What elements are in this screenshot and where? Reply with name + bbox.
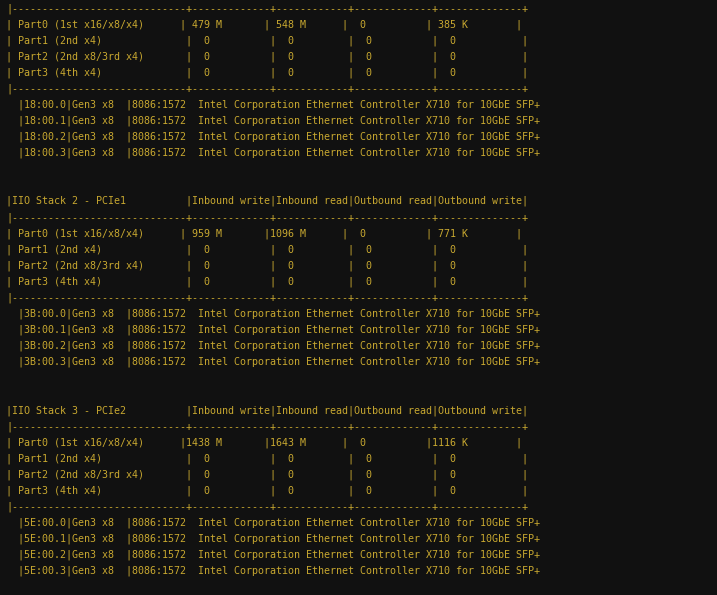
Text: |5E:00.0|Gen3 x8  |8086:1572  Intel Corporation Ethernet Controller X710 for 10G: |5E:00.0|Gen3 x8 |8086:1572 Intel Corpor…: [6, 518, 540, 528]
Text: | Part2 (2nd x8/3rd x4)       |  0          |  0         |  0          |  0     : | Part2 (2nd x8/3rd x4) | 0 | 0 | 0 | 0: [6, 469, 528, 480]
Text: | Part2 (2nd x8/3rd x4)       |  0          |  0         |  0          |  0     : | Part2 (2nd x8/3rd x4) | 0 | 0 | 0 | 0: [6, 51, 528, 62]
Text: | Part3 (4th x4)              |  0          |  0         |  0          |  0     : | Part3 (4th x4) | 0 | 0 | 0 | 0: [6, 277, 528, 287]
Text: |3B:00.1|Gen3 x8  |8086:1572  Intel Corporation Ethernet Controller X710 for 10G: |3B:00.1|Gen3 x8 |8086:1572 Intel Corpor…: [6, 325, 540, 335]
Text: |18:00.0|Gen3 x8  |8086:1572  Intel Corporation Ethernet Controller X710 for 10G: |18:00.0|Gen3 x8 |8086:1572 Intel Corpor…: [6, 99, 540, 110]
Text: | Part3 (4th x4)              |  0          |  0         |  0          |  0     : | Part3 (4th x4) | 0 | 0 | 0 | 0: [6, 486, 528, 496]
Text: | Part0 (1st x16/x8/x4)      | 959 M       |1096 M      |  0          | 771 K   : | Part0 (1st x16/x8/x4) | 959 M |1096 M …: [6, 228, 522, 239]
Text: |-----------------------------+-------------+------------+-------------+--------: |-----------------------------+---------…: [6, 3, 528, 14]
Text: |IIO Stack 3 - PCIe2          |Inbound write|Inbound read|Outbound read|Outbound: |IIO Stack 3 - PCIe2 |Inbound write|Inbo…: [6, 405, 528, 415]
Text: | Part2 (2nd x8/3rd x4)       |  0          |  0         |  0          |  0     : | Part2 (2nd x8/3rd x4) | 0 | 0 | 0 | 0: [6, 260, 528, 271]
Text: |IIO Stack 2 - PCIe1          |Inbound write|Inbound read|Outbound read|Outbound: |IIO Stack 2 - PCIe1 |Inbound write|Inbo…: [6, 196, 528, 206]
Text: |-----------------------------+-------------+------------+-------------+--------: |-----------------------------+---------…: [6, 421, 528, 431]
Text: |5E:00.1|Gen3 x8  |8086:1572  Intel Corporation Ethernet Controller X710 for 10G: |5E:00.1|Gen3 x8 |8086:1572 Intel Corpor…: [6, 534, 540, 544]
Text: |18:00.3|Gen3 x8  |8086:1572  Intel Corporation Ethernet Controller X710 for 10G: |18:00.3|Gen3 x8 |8086:1572 Intel Corpor…: [6, 148, 540, 158]
Text: | Part3 (4th x4)              |  0          |  0         |  0          |  0     : | Part3 (4th x4) | 0 | 0 | 0 | 0: [6, 67, 528, 78]
Text: |18:00.1|Gen3 x8  |8086:1572  Intel Corporation Ethernet Controller X710 for 10G: |18:00.1|Gen3 x8 |8086:1572 Intel Corpor…: [6, 115, 540, 126]
Text: | Part1 (2nd x4)              |  0          |  0         |  0          |  0     : | Part1 (2nd x4) | 0 | 0 | 0 | 0: [6, 35, 528, 46]
Text: | Part0 (1st x16/x8/x4)      |1438 M       |1643 M      |  0          |1116 K   : | Part0 (1st x16/x8/x4) |1438 M |1643 M …: [6, 437, 522, 447]
Text: |-----------------------------+-------------+------------+-------------+--------: |-----------------------------+---------…: [6, 83, 528, 94]
Text: |-----------------------------+-------------+------------+-------------+--------: |-----------------------------+---------…: [6, 212, 528, 223]
Text: |18:00.2|Gen3 x8  |8086:1572  Intel Corporation Ethernet Controller X710 for 10G: |18:00.2|Gen3 x8 |8086:1572 Intel Corpor…: [6, 131, 540, 142]
Text: |-----------------------------+-------------+------------+-------------+--------: |-----------------------------+---------…: [6, 293, 528, 303]
Text: |3B:00.3|Gen3 x8  |8086:1572  Intel Corporation Ethernet Controller X710 for 10G: |3B:00.3|Gen3 x8 |8086:1572 Intel Corpor…: [6, 357, 540, 367]
Text: |3B:00.2|Gen3 x8  |8086:1572  Intel Corporation Ethernet Controller X710 for 10G: |3B:00.2|Gen3 x8 |8086:1572 Intel Corpor…: [6, 341, 540, 351]
Text: | Part0 (1st x16/x8/x4)      | 479 M       | 548 M      |  0          | 385 K   : | Part0 (1st x16/x8/x4) | 479 M | 548 M …: [6, 19, 522, 30]
Text: | Part1 (2nd x4)              |  0          |  0         |  0          |  0     : | Part1 (2nd x4) | 0 | 0 | 0 | 0: [6, 244, 528, 255]
Text: |5E:00.3|Gen3 x8  |8086:1572  Intel Corporation Ethernet Controller X710 for 10G: |5E:00.3|Gen3 x8 |8086:1572 Intel Corpor…: [6, 566, 540, 577]
Text: | Part1 (2nd x4)              |  0          |  0         |  0          |  0     : | Part1 (2nd x4) | 0 | 0 | 0 | 0: [6, 453, 528, 464]
Text: |5E:00.2|Gen3 x8  |8086:1572  Intel Corporation Ethernet Controller X710 for 10G: |5E:00.2|Gen3 x8 |8086:1572 Intel Corpor…: [6, 550, 540, 560]
Text: |3B:00.0|Gen3 x8  |8086:1572  Intel Corporation Ethernet Controller X710 for 10G: |3B:00.0|Gen3 x8 |8086:1572 Intel Corpor…: [6, 309, 540, 319]
Text: |-----------------------------+-------------+------------+-------------+--------: |-----------------------------+---------…: [6, 502, 528, 512]
